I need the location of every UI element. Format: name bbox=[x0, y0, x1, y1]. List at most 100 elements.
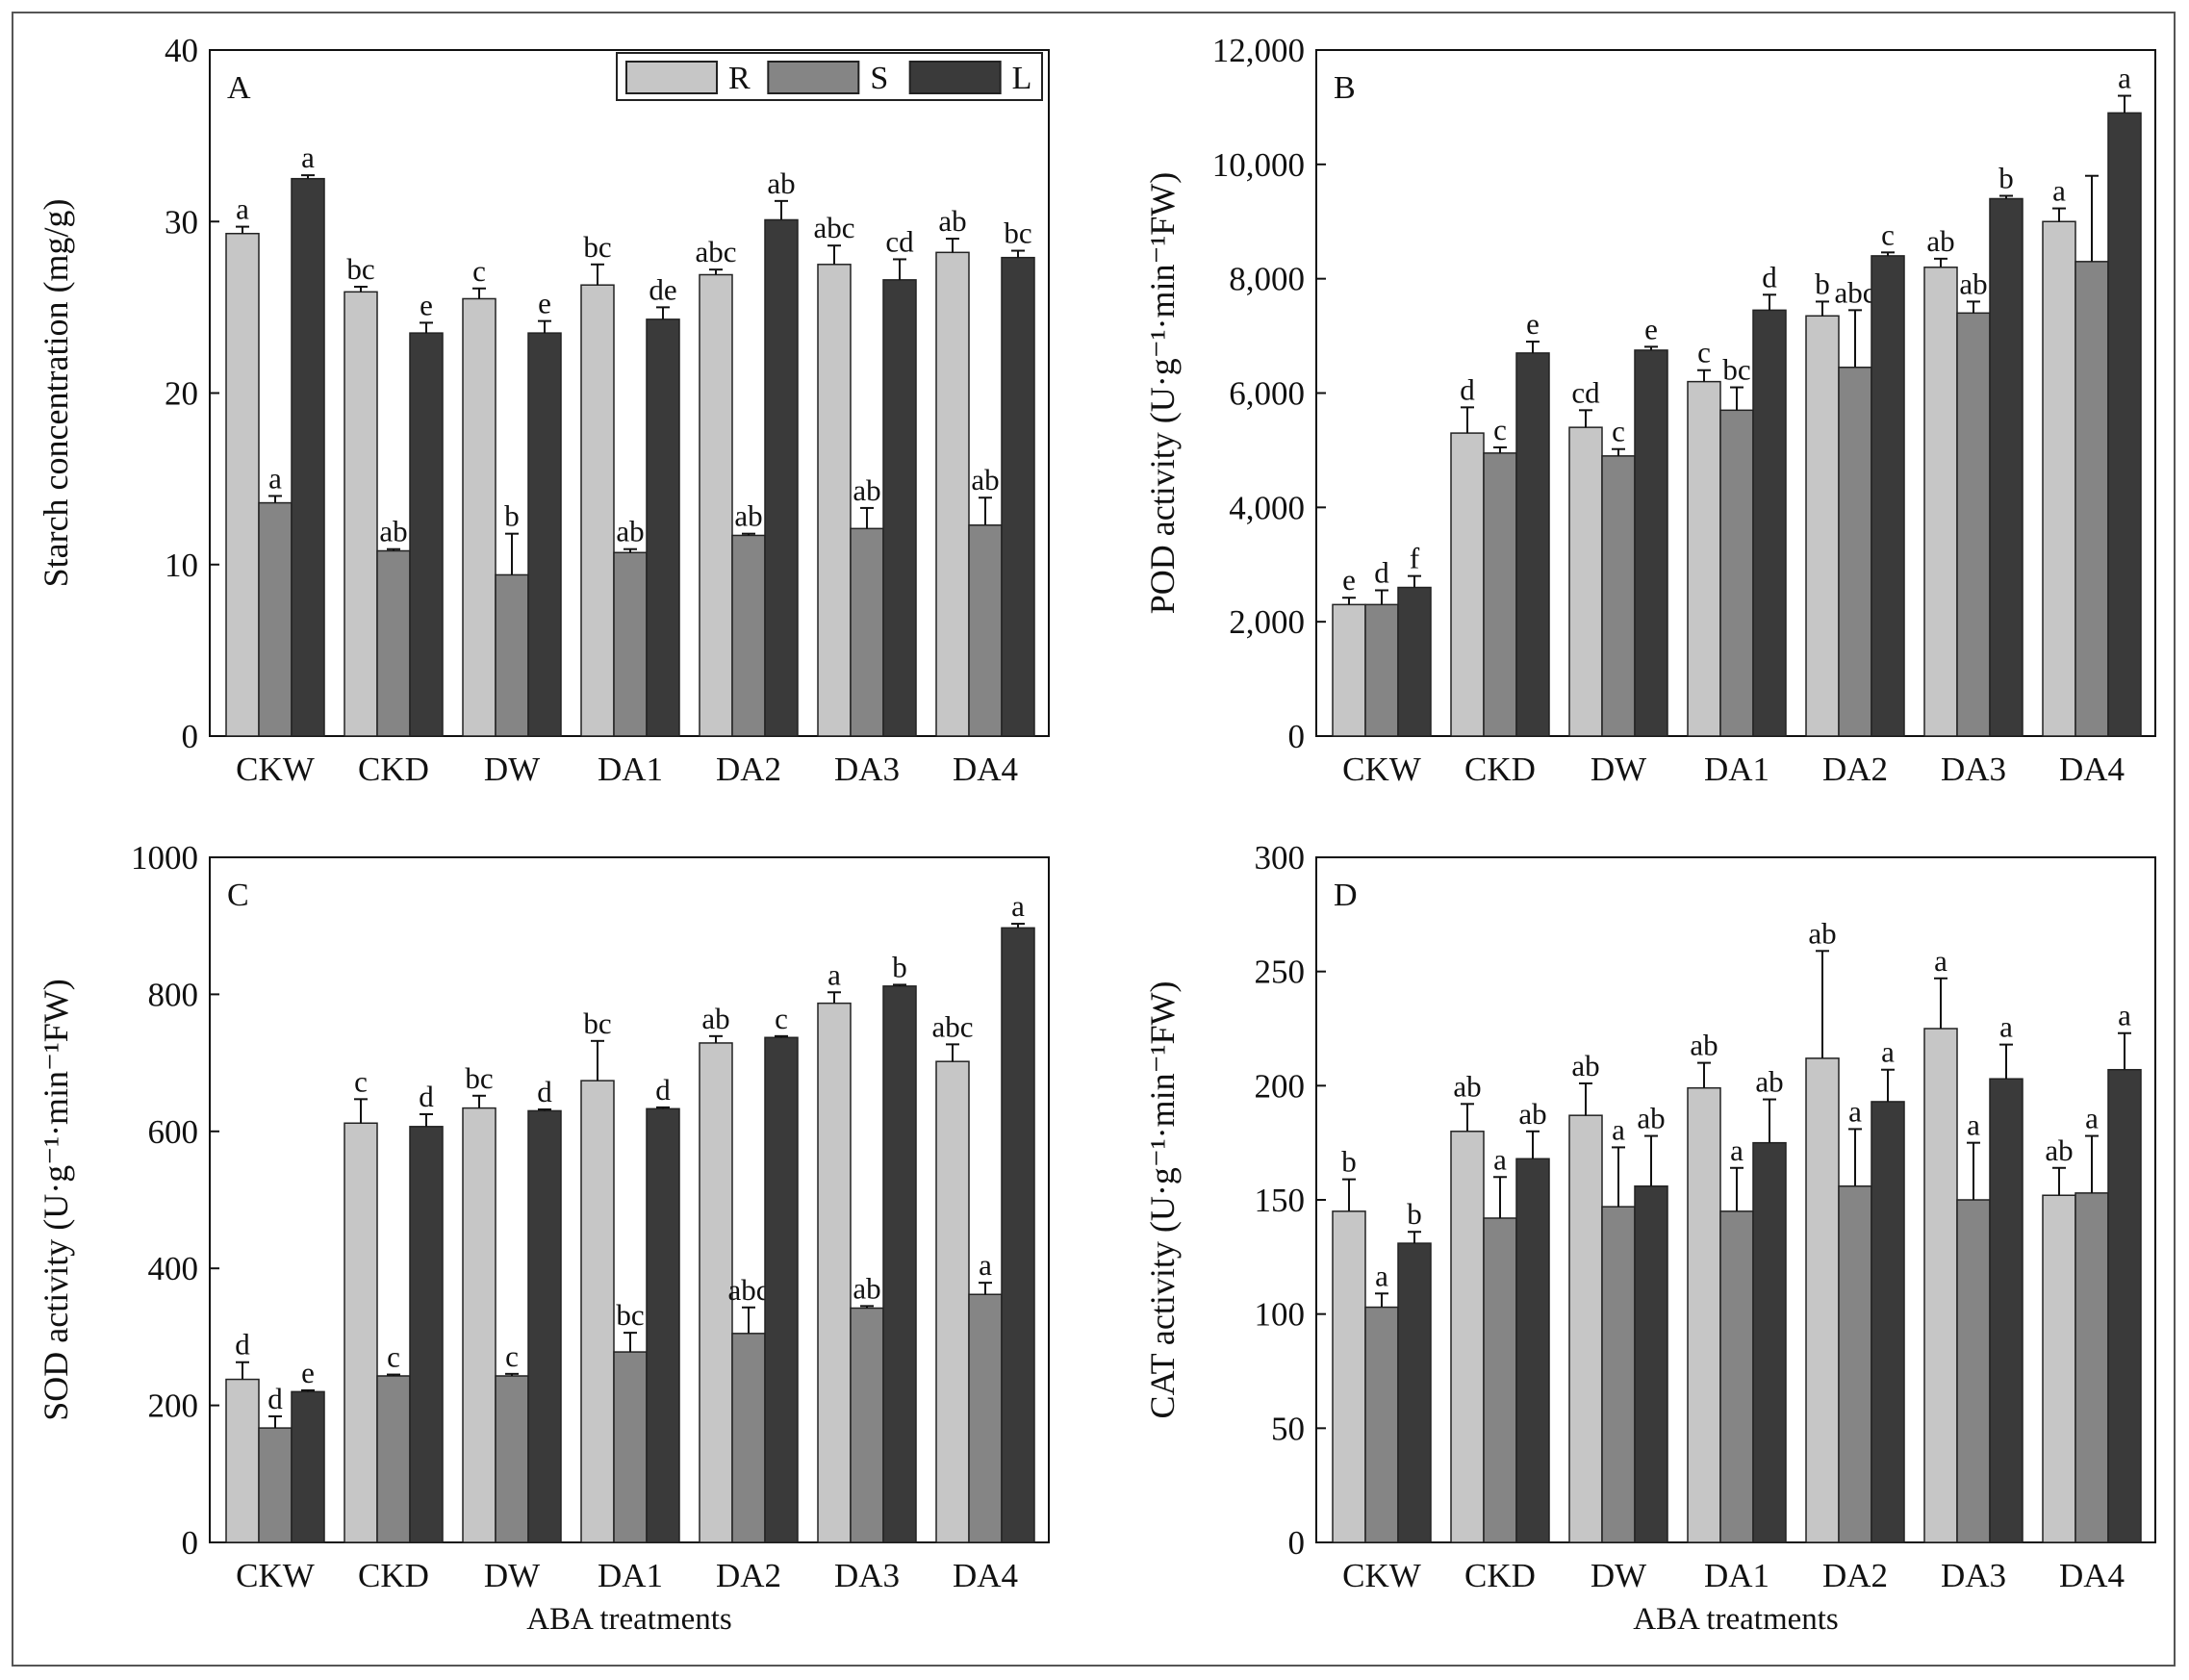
significance-label: d bbox=[1762, 260, 1777, 293]
significance-label: d bbox=[267, 1382, 283, 1415]
bar-r bbox=[817, 264, 852, 737]
bar-s bbox=[968, 524, 1003, 737]
bar-r bbox=[225, 1378, 260, 1543]
bar-s bbox=[1719, 1210, 1754, 1543]
chart-panel-a: 0 10 20 30 40 Starch concentration (mg/g) A CKW… bbox=[37, 32, 1050, 788]
bar-l bbox=[291, 177, 325, 737]
y-tick-label: 0 bbox=[1288, 1524, 1306, 1562]
panel-letter: C bbox=[227, 878, 249, 913]
bar-r bbox=[1923, 1028, 1958, 1543]
bar-s bbox=[1956, 1199, 1991, 1543]
significance-label: ab bbox=[971, 463, 999, 496]
significance-label: c bbox=[1612, 415, 1625, 448]
y-tick-label: 400 bbox=[148, 1250, 199, 1287]
bar-r bbox=[1923, 267, 1958, 737]
x-tick-label: DA1 bbox=[598, 751, 663, 788]
significance-label: a bbox=[1999, 1010, 2013, 1044]
x-tick-label: CKD bbox=[358, 1557, 429, 1594]
significance-label: f bbox=[1410, 542, 1420, 575]
significance-label: ab bbox=[616, 515, 644, 548]
y-tick-label: 250 bbox=[1255, 954, 1306, 991]
y-tick-label: 4,000 bbox=[1229, 489, 1305, 526]
x-tick-label: CKW bbox=[236, 751, 315, 788]
significance-label: ab bbox=[734, 499, 762, 533]
bar-s bbox=[850, 1307, 884, 1543]
significance-label: e bbox=[301, 1356, 315, 1389]
significance-label: ab bbox=[1959, 267, 1987, 300]
significance-label: ab bbox=[379, 515, 407, 548]
x-tick-label: DA4 bbox=[953, 1557, 1018, 1594]
significance-label: a bbox=[1730, 1133, 1744, 1167]
x-tick-label: DA4 bbox=[2059, 751, 2125, 788]
y-axis-label: POD activity (U·g⁻¹·min⁻¹FW) bbox=[1143, 172, 1182, 615]
significance-label: b bbox=[504, 499, 520, 533]
y-tick-label: 30 bbox=[165, 203, 198, 241]
bar-l bbox=[409, 332, 444, 737]
y-tick-label: 200 bbox=[148, 1387, 199, 1425]
significance-label: a bbox=[979, 1248, 992, 1282]
bar-s bbox=[1956, 312, 1991, 737]
significance-label: ab bbox=[1808, 916, 1836, 950]
x-tick-label: CKD bbox=[358, 751, 429, 788]
significance-label: de bbox=[649, 272, 676, 306]
x-tick-label: DA1 bbox=[1704, 751, 1769, 788]
bar-l bbox=[882, 985, 917, 1543]
significance-label: ab bbox=[1571, 1049, 1599, 1082]
y-tick-label: 600 bbox=[148, 1113, 199, 1151]
significance-label: bc bbox=[1004, 216, 1031, 250]
bar-s bbox=[1601, 455, 1636, 737]
y-tick-label: 2,000 bbox=[1229, 603, 1305, 641]
bar-l bbox=[1397, 1242, 1432, 1543]
significance-label: cd bbox=[1571, 375, 1600, 409]
bar-s bbox=[1838, 367, 1872, 737]
x-tick-label: DA1 bbox=[1704, 1557, 1769, 1594]
significance-label: ab bbox=[2045, 1133, 2073, 1167]
significance-label: d bbox=[1374, 555, 1389, 589]
y-tick-label: 6,000 bbox=[1229, 375, 1305, 413]
bar-s bbox=[258, 1427, 293, 1543]
bar-r bbox=[1687, 1086, 1721, 1543]
bar-r bbox=[935, 1060, 970, 1543]
bar-l bbox=[1989, 197, 2024, 737]
y-axis-label: SOD activity (U·g⁻¹·min⁻¹FW) bbox=[37, 979, 75, 1421]
bar-r bbox=[1568, 426, 1603, 737]
y-tick-label: 0 bbox=[182, 1524, 199, 1562]
significance-label: abc bbox=[931, 1009, 973, 1043]
significance-label: a bbox=[1848, 1094, 1862, 1128]
significance-label: ab bbox=[767, 166, 795, 200]
x-tick-label: DA1 bbox=[598, 1557, 663, 1594]
bar-r bbox=[1568, 1114, 1603, 1543]
y-tick-label: 300 bbox=[1255, 839, 1306, 877]
significance-label: c bbox=[1697, 336, 1711, 369]
significance-label: ab bbox=[701, 1002, 729, 1035]
bar-r bbox=[344, 291, 378, 737]
y-tick-label: 100 bbox=[1255, 1296, 1306, 1334]
bar-l bbox=[2107, 112, 2142, 737]
significance-label: a bbox=[1934, 944, 1947, 978]
bar-r bbox=[2042, 220, 2076, 737]
bar-r bbox=[1332, 603, 1366, 737]
bar-s bbox=[850, 527, 884, 737]
legend-swatch-s bbox=[767, 61, 860, 94]
significance-label: bc bbox=[616, 1298, 644, 1332]
significance-label: a bbox=[2118, 999, 2131, 1032]
legend-swatch-r bbox=[625, 61, 718, 94]
bar-s bbox=[1838, 1185, 1872, 1543]
chart-panel-c: 0 200 400 600 800 1000 SOD activity (U·g⁻¹·min… bbox=[37, 839, 1050, 1637]
bar-l bbox=[764, 1036, 799, 1543]
x-tick-label: DA2 bbox=[1822, 1557, 1888, 1594]
bar-s bbox=[258, 501, 293, 737]
y-tick-label: 0 bbox=[1288, 718, 1306, 755]
bar-s bbox=[2074, 1192, 2109, 1543]
legend-label-s: S bbox=[870, 61, 888, 96]
bar-l bbox=[1001, 256, 1035, 737]
significance-label: a bbox=[2118, 62, 2131, 95]
significance-label: d bbox=[655, 1073, 671, 1107]
significance-label: c bbox=[1493, 413, 1507, 446]
x-tick-label: DW bbox=[1591, 1557, 1646, 1594]
x-tick-label: DW bbox=[484, 1557, 540, 1594]
bar-s bbox=[2074, 261, 2109, 737]
x-tick-label: CKW bbox=[1342, 751, 1421, 788]
x-axis-label: ABA treatments bbox=[1633, 1602, 1839, 1637]
significance-label: ab bbox=[1926, 224, 1954, 258]
